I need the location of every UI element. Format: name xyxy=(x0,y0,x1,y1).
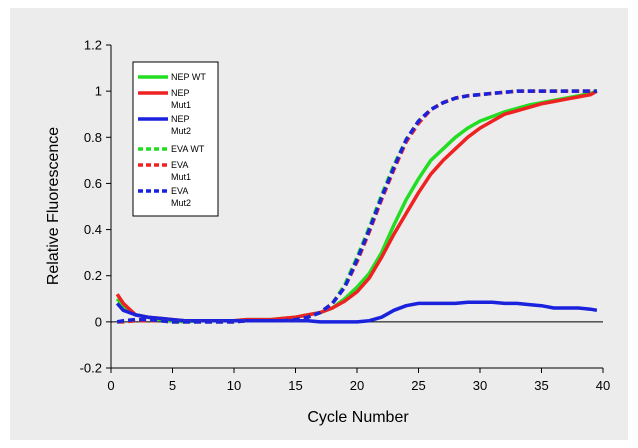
legend: NEP WT NEP Mut1 NEP Mut2 EVA WT EVA Mut1 EVA Mut2 xyxy=(132,61,219,217)
legend-label: Mut1 xyxy=(171,100,191,110)
x-tick-label: 20 xyxy=(350,378,364,393)
x-tick-label: 10 xyxy=(227,378,241,393)
y-tick-label: 1 xyxy=(95,84,102,99)
legend-label: NEP xyxy=(171,114,190,124)
legend-label: EVA xyxy=(171,186,188,196)
x-tick-label: 30 xyxy=(473,378,487,393)
y-tick-label: 0.6 xyxy=(84,176,102,191)
legend-label: EVA WT xyxy=(171,144,205,154)
y-tick-label: -0.2 xyxy=(80,361,102,376)
x-tick-label: 40 xyxy=(596,378,610,393)
y-tick-label: 0.8 xyxy=(84,130,102,145)
y-axis-label: Relative Fluorescence xyxy=(45,127,62,285)
legend-label: EVA xyxy=(171,160,188,170)
legend-label: NEP WT xyxy=(171,72,206,82)
y-tick-label: 0.4 xyxy=(84,222,102,237)
y-tick-label: 0.2 xyxy=(84,268,102,283)
x-tick-label: 35 xyxy=(534,378,548,393)
y-tick-label: 0 xyxy=(95,314,102,329)
series-line-eva-mut2 xyxy=(116,89,597,324)
x-tick-label: 0 xyxy=(107,378,114,393)
legend-label: Mut2 xyxy=(171,198,191,208)
x-tick-label: 25 xyxy=(411,378,425,393)
legend-label: Mut1 xyxy=(171,172,191,182)
legend-label: NEP xyxy=(171,88,190,98)
x-tick-label: 15 xyxy=(288,378,302,393)
legend-label: Mut2 xyxy=(171,126,191,136)
y-tick-label: 1.2 xyxy=(84,38,102,53)
series-group xyxy=(115,89,598,324)
x-tick-label: 5 xyxy=(169,378,176,393)
x-axis-label: Cycle Number xyxy=(307,409,409,426)
series-line-nep-mut2 xyxy=(115,300,598,324)
